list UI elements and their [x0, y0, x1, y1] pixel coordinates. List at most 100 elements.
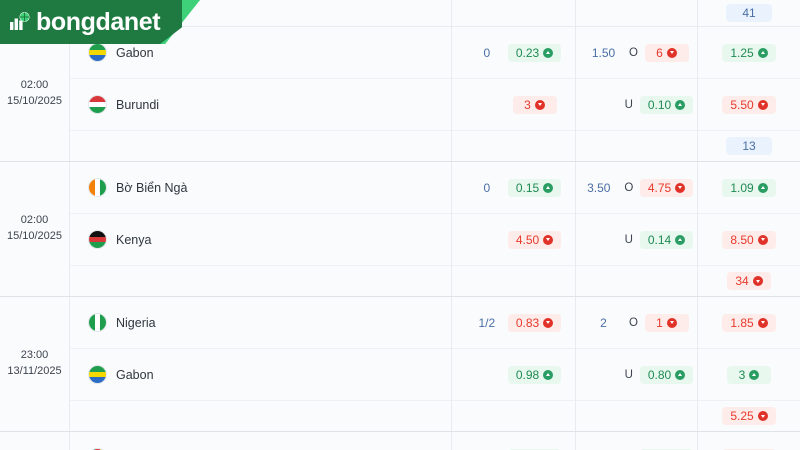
- odds-away[interactable]: 34: [727, 272, 771, 290]
- arrow-down-icon: [757, 411, 768, 421]
- odds-1x2-cell-partial: 41: [698, 0, 800, 26]
- home-team[interactable]: Nigeria: [70, 297, 451, 349]
- under-label: U: [624, 98, 633, 111]
- handicap-home-row[interactable]: 1/2 0.83: [452, 297, 575, 349]
- handicap-cell: 0 0.15 4.50: [452, 162, 576, 296]
- under-value: 0.80: [647, 367, 672, 382]
- odds-away-value: 5.25: [730, 409, 754, 423]
- odds-draw[interactable]: 5.50: [722, 95, 776, 114]
- odds-1x2-cell: 1.09 8.50 34: [698, 162, 800, 296]
- match-teams-cell: Nigeria Gabon: [70, 297, 452, 431]
- handicap-away-row[interactable]: 0.98: [452, 349, 575, 401]
- site-logo[interactable]: bongdanet: [0, 0, 182, 44]
- handicap-spacer-row: [452, 266, 575, 296]
- odds-home-row[interactable]: 1.09: [698, 162, 800, 214]
- odds-away-row[interactable]: 13: [698, 131, 800, 161]
- over-row[interactable]: 2 O 1: [576, 297, 697, 349]
- chart-bars-icon: [9, 11, 31, 33]
- odds-away[interactable]: 5.25: [722, 407, 776, 425]
- odds-home[interactable]: 1.25: [722, 43, 776, 62]
- odds-draw-row[interactable]: 8.50: [698, 214, 800, 266]
- over-odds[interactable]: 1: [644, 313, 689, 332]
- ou-line: 2: [600, 315, 607, 330]
- team-cell-partial: [70, 0, 452, 26]
- odds-away-value: 34: [735, 274, 749, 288]
- match-time-cell: 02:00 15/10/2025: [0, 162, 70, 296]
- odds-draw-row[interactable]: 3: [698, 349, 800, 401]
- match-time-cell: 02:00 14/11/2025: [0, 432, 70, 450]
- home-team[interactable]: Cameroon: [70, 432, 451, 450]
- away-team[interactable]: Burundi: [70, 79, 451, 131]
- home-team[interactable]: Bờ Biển Ngà: [70, 162, 451, 214]
- odds-value-partial[interactable]: 41: [726, 4, 772, 22]
- handicap-home-odds[interactable]: 0.23: [507, 43, 562, 62]
- handicap-away-row[interactable]: 3: [452, 79, 575, 131]
- odds-home-row[interactable]: 1.25: [698, 27, 800, 79]
- over-odds[interactable]: 4.75: [639, 178, 694, 197]
- odds-away-row[interactable]: 34: [698, 266, 800, 296]
- ou-spacer-row: [576, 131, 697, 161]
- odds-home[interactable]: 2.20: [722, 448, 776, 450]
- handicap-spacer-row: [452, 131, 575, 161]
- handicap-line: 0: [483, 180, 491, 195]
- odds-draw[interactable]: 3: [727, 365, 771, 384]
- over-under-cell: 2 O 1 U 0.80: [576, 297, 698, 431]
- arrow-up-icon: [749, 369, 760, 380]
- odds-home-row[interactable]: 1.85: [698, 297, 800, 349]
- team-spacer-row: [70, 401, 451, 431]
- match-teams-cell: Bờ Biển Ngà Kenya: [70, 162, 452, 296]
- over-odds[interactable]: 6: [644, 43, 689, 62]
- under-odds[interactable]: 0.10: [639, 95, 694, 114]
- over-odds[interactable]: 0.85: [639, 448, 694, 450]
- under-odds[interactable]: 0.80: [639, 365, 694, 384]
- handicap-home-row[interactable]: 0 0.23: [452, 27, 575, 79]
- under-odds[interactable]: 0.14: [639, 230, 694, 249]
- arrow-up-icon: [675, 99, 686, 110]
- odds-home-row[interactable]: 2.20: [698, 432, 800, 450]
- away-team[interactable]: Gabon: [70, 349, 451, 401]
- arrow-up-icon: [675, 234, 686, 245]
- handicap-home-row[interactable]: 1/4 0.98: [452, 432, 575, 450]
- arrow-down-icon: [752, 276, 763, 286]
- home-team[interactable]: Gabon: [70, 27, 451, 79]
- odds-home[interactable]: 1.85: [722, 313, 776, 332]
- under-row[interactable]: U 0.80: [576, 349, 697, 401]
- odds-1x2-cell: 1.85 3 5.25: [698, 297, 800, 431]
- handicap-home-odds[interactable]: 0.83: [507, 313, 562, 332]
- handicap-home-value: 0.15: [515, 180, 540, 195]
- away-team[interactable]: Kenya: [70, 214, 451, 266]
- over-value: 1: [656, 315, 663, 330]
- arrow-up-icon: [543, 369, 554, 380]
- away-team-name: Burundi: [116, 97, 160, 112]
- odds-draw[interactable]: 8.50: [722, 230, 776, 249]
- handicap-home-row[interactable]: 0 0.15: [452, 162, 575, 214]
- under-row[interactable]: U 0.14: [576, 214, 697, 266]
- over-row[interactable]: 3.50 O 4.75: [576, 162, 697, 214]
- match-row: 02:00 15/10/2025 Gabon Burundi: [0, 27, 800, 162]
- over-row[interactable]: 1.75 O 0.85: [576, 432, 697, 450]
- handicap-away-odds[interactable]: 3: [512, 95, 557, 114]
- handicap-away-odds[interactable]: 4.50: [507, 230, 562, 249]
- ou-spacer-row: [576, 266, 697, 296]
- ou-spacer-row: [576, 401, 697, 431]
- odds-away-row[interactable]: 5.25: [698, 401, 800, 431]
- match-time-cell: 02:00 15/10/2025: [0, 27, 70, 161]
- under-label: U: [624, 233, 633, 246]
- match-date: 15/10/2025: [6, 230, 63, 242]
- handicap-away-row[interactable]: 4.50: [452, 214, 575, 266]
- under-row[interactable]: U 0.10: [576, 79, 697, 131]
- odds-home[interactable]: 1.09: [722, 178, 776, 197]
- over-row[interactable]: 1.50 O 6: [576, 27, 697, 79]
- match-teams-cell: Gabon Burundi: [70, 27, 452, 161]
- match-row: 02:00 15/10/2025 Bờ Biển Ngà Kenya: [0, 162, 800, 297]
- arrow-down-icon: [757, 99, 768, 110]
- odds-draw-row[interactable]: 5.50: [698, 79, 800, 131]
- handicap-home-odds[interactable]: 0.15: [507, 178, 562, 197]
- odds-away[interactable]: 13: [726, 137, 772, 155]
- home-team-name: Bờ Biển Ngà: [116, 180, 188, 195]
- handicap-home-odds[interactable]: 0.98: [507, 448, 562, 450]
- handicap-away-odds[interactable]: 0.98: [507, 365, 562, 384]
- home-team-name: Nigeria: [116, 315, 156, 330]
